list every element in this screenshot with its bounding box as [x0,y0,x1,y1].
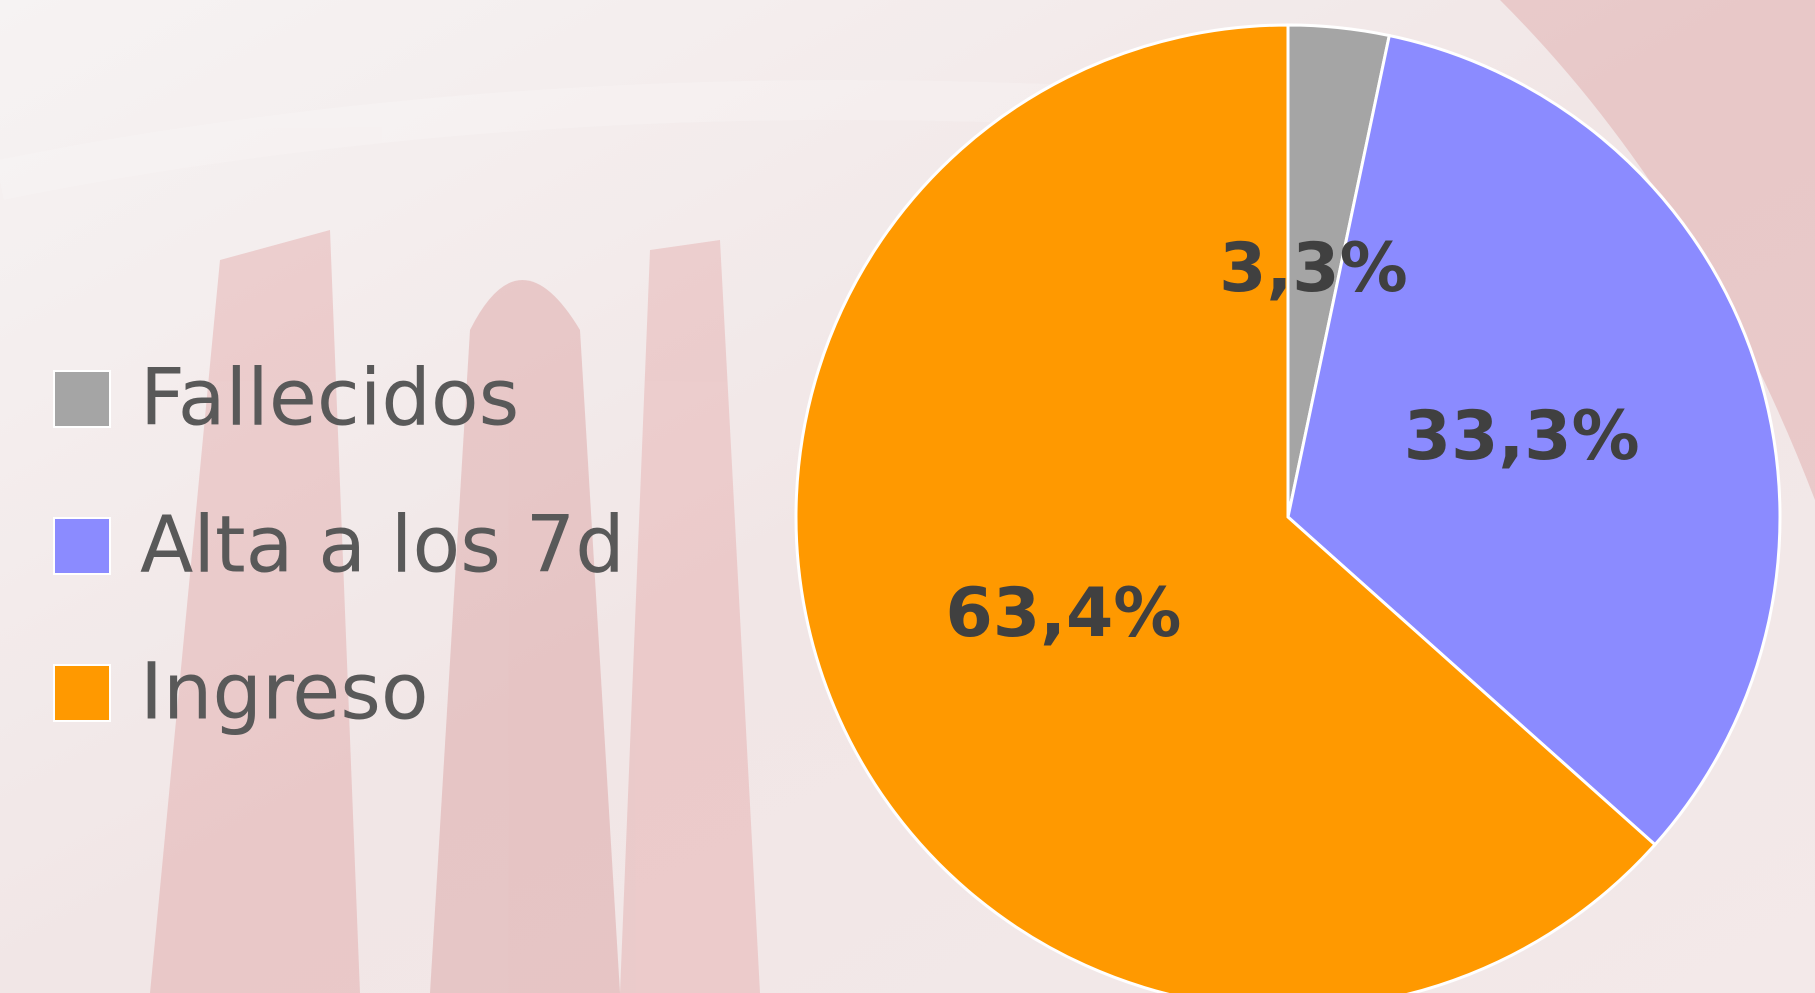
legend-label: Fallecidos [140,353,519,443]
legend-label: Ingreso [140,647,429,737]
value-label: 3,3% [1219,229,1408,308]
value-label: 63,4% [946,574,1182,653]
legend: Fallecidos Alta a los 7d Ingreso [53,353,625,737]
value-label: 33,3% [1404,397,1640,476]
legend-label: Alta a los 7d [140,500,625,590]
legend-swatch [53,664,111,722]
legend-swatch [53,370,111,428]
pie-slice [1286,33,1782,847]
pie: 3,3% 33,3% 63,4% [794,23,1782,993]
legend-swatch [53,517,111,575]
pie-slice [794,23,1658,993]
